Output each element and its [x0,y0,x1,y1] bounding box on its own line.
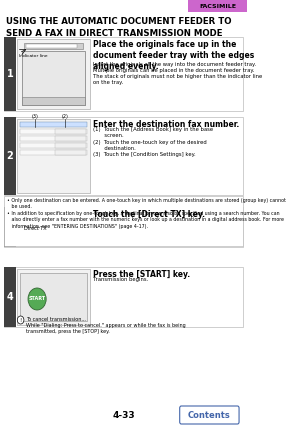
Bar [4,207,16,247]
Bar [4,37,243,111]
Bar [17,119,90,193]
Bar [4,117,16,195]
Bar [22,97,85,105]
Bar [24,43,83,49]
Bar [20,150,87,155]
Text: Contents: Contents [188,411,231,419]
Text: (2): (2) [62,113,69,119]
Bar [55,129,86,134]
Bar [20,129,87,134]
Text: USING THE AUTOMATIC DOCUMENT FEEDER TO
SEND A FAX IN DIRECT TRANSMISSION MODE: USING THE AUTOMATIC DOCUMENT FEEDER TO S… [6,17,231,38]
Bar [17,269,90,325]
Bar [4,117,243,195]
Text: 3: 3 [7,222,13,232]
Bar [4,196,243,246]
Text: !: ! [20,317,22,323]
Bar [4,207,243,247]
Text: 1: 1 [7,69,13,79]
Text: 2: 2 [7,151,13,161]
Bar [55,143,86,148]
Text: Insert the originals all the way into the document feeder tray.
Multiple origina: Insert the originals all the way into th… [93,62,262,85]
Bar [20,213,87,241]
Bar [55,150,86,155]
Circle shape [17,316,24,324]
Text: (1)  Touch the [Address Book] key in the base
       screen.
(2)  Touch the one-: (1) Touch the [Address Book] key in the … [93,127,213,157]
Bar [188,0,247,12]
Bar [26,44,77,48]
Text: (3): (3) [32,113,39,119]
Bar [17,39,90,109]
Text: 4: 4 [7,292,13,302]
Text: Enter the destination fax number.: Enter the destination fax number. [93,120,239,129]
Circle shape [28,288,46,310]
Bar [22,51,85,105]
Text: To cancel transmission...
While "Dialing: Press to cancel." appears or while the: To cancel transmission... While "Dialing… [26,317,186,334]
Text: Press the [START] key.: Press the [START] key. [93,270,190,279]
Text: 4-33: 4-33 [112,411,135,420]
Bar [17,209,90,245]
Text: Touch the [Direct TX] key.: Touch the [Direct TX] key. [93,210,205,219]
Bar [4,267,16,327]
Text: FACSIMILE: FACSIMILE [199,3,236,8]
Bar [4,37,16,111]
Bar [55,136,86,141]
Bar [20,122,87,127]
Bar [20,143,87,148]
Text: Direct TX: Direct TX [24,226,47,230]
Text: Transmission begins.: Transmission begins. [93,277,148,282]
Bar [20,273,87,321]
Bar [20,136,87,141]
Bar [4,267,243,327]
Text: • Only one destination can be entered. A one-touch key in which multiple destina: • Only one destination can be entered. A… [7,198,286,229]
FancyBboxPatch shape [180,406,239,424]
Text: Indicator line: Indicator line [19,54,48,58]
Text: Place the originals face up in the
document feeder tray with the edges
aligned e: Place the originals face up in the docum… [93,40,254,71]
Text: START: START [28,297,46,301]
FancyBboxPatch shape [23,219,48,236]
